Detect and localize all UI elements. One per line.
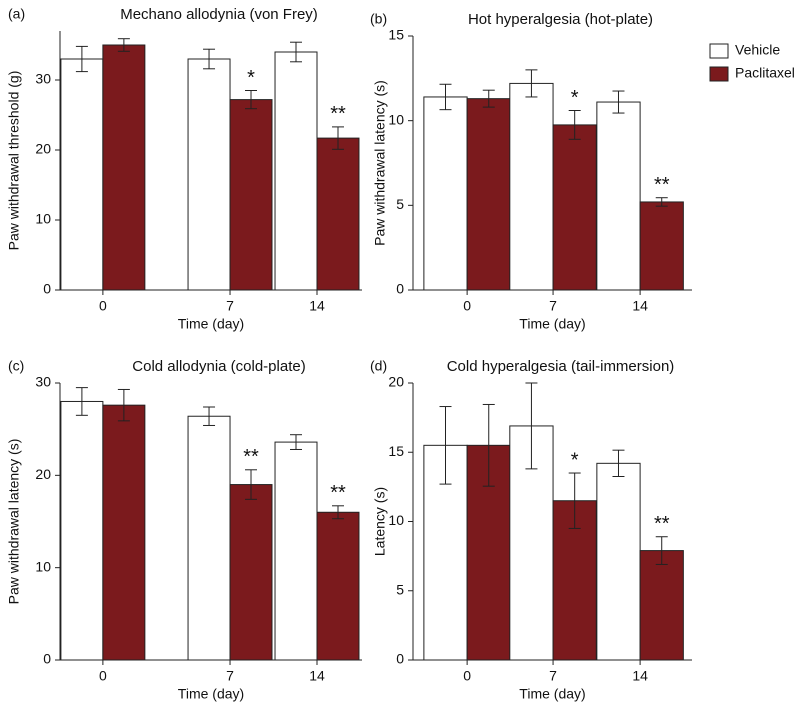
significance-marker: ** xyxy=(243,446,259,468)
legend-label: Paclitaxel xyxy=(735,65,795,81)
chart-title: Cold hyperalgesia (tail-immersion) xyxy=(447,358,675,375)
bar xyxy=(229,99,273,291)
y-tick-label: 20 xyxy=(388,374,404,390)
panel-label: (d) xyxy=(370,358,387,374)
bar xyxy=(509,82,554,291)
y-tick-label: 0 xyxy=(396,651,404,667)
significance-marker: ** xyxy=(654,174,670,196)
x-axis-label: Time (day) xyxy=(519,686,585,702)
bar xyxy=(639,201,684,291)
y-axis-label: Paw withdrawal latency (s) xyxy=(372,80,388,246)
x-axis-label: Time (day) xyxy=(178,686,244,702)
panel-label: (c) xyxy=(8,358,24,374)
x-tick-label: 14 xyxy=(632,298,648,314)
y-axis-label: Paw withdrawal latency (s) xyxy=(6,439,22,605)
y-tick-label: 0 xyxy=(43,281,51,297)
x-tick-label: 0 xyxy=(463,298,471,314)
chart-title: Cold allodynia (cold-plate) xyxy=(132,358,305,375)
bar xyxy=(316,511,360,661)
y-tick-label: 15 xyxy=(388,443,404,459)
y-tick-label: 0 xyxy=(43,651,51,667)
bar xyxy=(639,550,684,661)
significance-marker: ** xyxy=(654,513,670,535)
legend-swatch xyxy=(709,43,729,59)
x-tick-label: 7 xyxy=(549,668,557,684)
bar xyxy=(60,58,104,291)
bar xyxy=(316,137,360,291)
y-axis-label: Paw withdrawal threshold (g) xyxy=(6,71,22,251)
significance-marker: * xyxy=(571,449,579,471)
x-tick-label: 14 xyxy=(309,298,325,314)
y-tick-label: 10 xyxy=(35,558,51,574)
x-axis-label: Time (day) xyxy=(178,316,244,332)
chart-title: Mechano allodynia (von Frey) xyxy=(120,6,318,23)
significance-marker: ** xyxy=(330,482,346,504)
chart-title: Hot hyperalgesia (hot-plate) xyxy=(468,11,653,28)
bar xyxy=(596,462,641,661)
bar xyxy=(102,44,146,291)
bar xyxy=(423,96,468,291)
bar xyxy=(187,58,231,291)
panel-label: (b) xyxy=(370,11,387,27)
significance-marker: ** xyxy=(330,103,346,125)
bar xyxy=(552,500,597,661)
significance-marker: * xyxy=(247,67,255,89)
x-tick-label: 7 xyxy=(226,298,234,314)
x-tick-label: 0 xyxy=(463,668,471,684)
significance-marker: * xyxy=(571,87,579,109)
x-tick-label: 7 xyxy=(549,298,557,314)
y-tick-label: 10 xyxy=(388,111,404,127)
x-tick-label: 0 xyxy=(99,668,107,684)
y-tick-label: 30 xyxy=(35,374,51,390)
y-tick-label: 10 xyxy=(388,512,404,528)
x-tick-label: 14 xyxy=(632,668,648,684)
bar xyxy=(187,415,231,661)
bar xyxy=(274,441,318,661)
x-tick-label: 14 xyxy=(309,668,325,684)
y-tick-label: 0 xyxy=(396,281,404,297)
y-tick-label: 20 xyxy=(35,466,51,482)
legend-label: Vehicle xyxy=(735,42,780,58)
panel-label: (a) xyxy=(8,6,25,22)
legend-swatch xyxy=(709,66,729,82)
bar xyxy=(274,51,318,291)
y-tick-label: 15 xyxy=(388,27,404,43)
y-tick-label: 5 xyxy=(396,581,404,597)
x-axis-label: Time (day) xyxy=(519,316,585,332)
x-tick-label: 0 xyxy=(99,298,107,314)
bar xyxy=(596,101,641,291)
y-tick-label: 10 xyxy=(35,211,51,227)
bar xyxy=(229,484,273,661)
bar xyxy=(60,400,104,661)
y-axis-label: Latency (s) xyxy=(372,487,388,556)
y-tick-label: 30 xyxy=(35,71,51,87)
bar xyxy=(552,124,597,291)
y-tick-label: 5 xyxy=(396,196,404,212)
y-tick-label: 20 xyxy=(35,141,51,157)
x-tick-label: 7 xyxy=(226,668,234,684)
bar xyxy=(102,404,146,661)
bar xyxy=(466,98,511,291)
